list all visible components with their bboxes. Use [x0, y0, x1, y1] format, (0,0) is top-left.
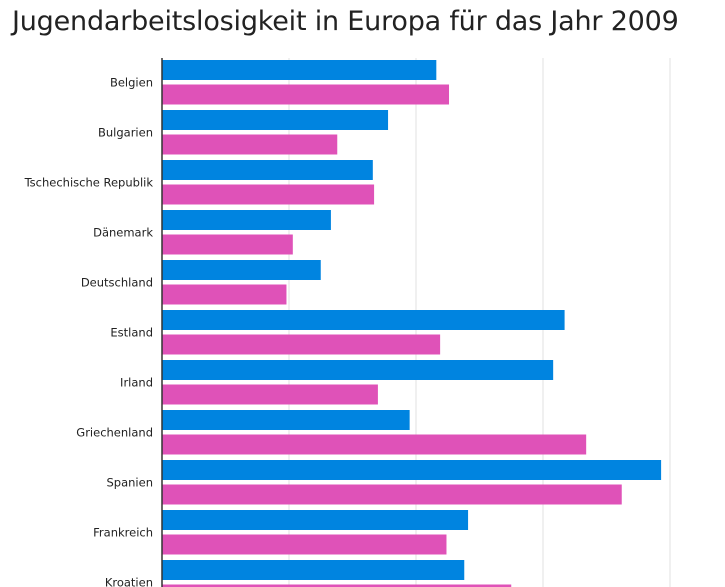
bar-series-2[interactable]: [162, 334, 441, 355]
bar-series-1[interactable]: [162, 460, 662, 480]
category-label: Estland: [110, 325, 153, 339]
bar-series-1[interactable]: [162, 210, 331, 230]
category-label: Belgien: [110, 75, 153, 89]
bar-series-1[interactable]: [162, 560, 465, 580]
bar-series-2[interactable]: [162, 184, 375, 205]
bar-series-2[interactable]: [162, 234, 293, 255]
category-labels: Belgien Bulgarien Tschechische Republik Dän…: [24, 75, 154, 587]
category-label: Deutschland: [81, 275, 153, 289]
category-label: Tschechische Republik: [24, 175, 154, 189]
bar-series-1[interactable]: [162, 160, 373, 180]
bar-series-1[interactable]: [162, 260, 321, 280]
category-label: Spanien: [107, 475, 154, 489]
bar-series-1[interactable]: [162, 410, 410, 430]
category-label: Bulgarien: [98, 125, 153, 139]
bars: [162, 60, 662, 587]
bar-series-2[interactable]: [162, 284, 287, 305]
category-label: Dänemark: [93, 225, 153, 239]
bar-series-2[interactable]: [162, 434, 587, 455]
category-label: Griechenland: [76, 425, 153, 439]
bar-series-2[interactable]: [162, 384, 378, 405]
bar-series-2[interactable]: [162, 84, 450, 105]
bar-series-1[interactable]: [162, 360, 554, 380]
bar-series-1[interactable]: [162, 110, 389, 130]
bar-series-2[interactable]: [162, 534, 447, 555]
category-label: Irland: [120, 375, 153, 389]
bar-series-1[interactable]: [162, 510, 469, 530]
bar-series-1[interactable]: [162, 60, 437, 80]
category-label: Kroatien: [105, 575, 153, 587]
bar-series-1[interactable]: [162, 310, 565, 330]
category-label: Frankreich: [93, 525, 153, 539]
bar-series-2[interactable]: [162, 134, 338, 155]
bar-series-2[interactable]: [162, 484, 622, 505]
chart-title: Jugendarbeitslosigkeit in Europa für das…: [12, 6, 679, 37]
bar-series-2[interactable]: [162, 584, 512, 587]
